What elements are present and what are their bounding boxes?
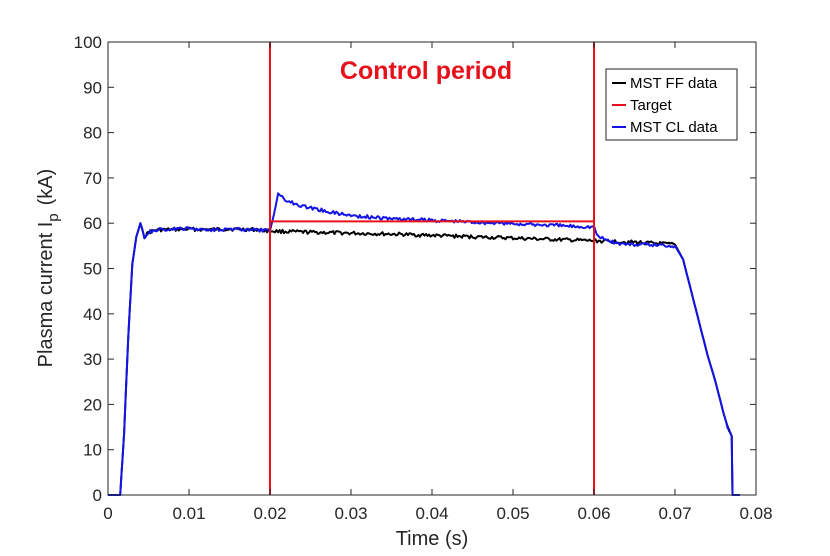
y-axis-label-subscript: p <box>45 213 62 221</box>
y-tick-label: 50 <box>83 260 102 279</box>
y-tick-label: 20 <box>83 395 102 414</box>
y-tick-label: 100 <box>74 33 102 52</box>
x-tick-label: 0.02 <box>253 504 286 523</box>
series-line-3 <box>108 192 740 496</box>
x-tick-label: 0.06 <box>577 504 610 523</box>
y-tick-label: 30 <box>83 350 102 369</box>
y-axis-label-unit: (kA) <box>35 169 57 206</box>
control-period-lines <box>269 42 595 495</box>
legend-label: MST FF data <box>630 75 718 92</box>
x-tick-label: 0.07 <box>658 504 691 523</box>
x-tick-label: 0.03 <box>334 504 367 523</box>
y-tick-label: 0 <box>93 486 102 505</box>
x-tick-label: 0.08 <box>739 504 772 523</box>
x-tick-label: 0.01 <box>172 504 205 523</box>
control-period-annotation: Control period <box>340 57 512 85</box>
legend-box <box>605 68 738 141</box>
legend-label: Target <box>630 97 673 114</box>
x-tick-label: 0.04 <box>415 504 448 523</box>
y-tick-label: 40 <box>83 305 102 324</box>
y-tick-label: 70 <box>83 169 102 188</box>
series-layer <box>108 192 740 496</box>
y-axis-label: Plasma current Ip (kA) <box>35 169 62 368</box>
y-tick-label: 90 <box>83 78 102 97</box>
ticks: 0 0.01 0.02 0.03 0.04 0.05 0.06 0.07 0.08 0 10 20 30… <box>74 33 773 523</box>
series-line-1 <box>108 222 740 496</box>
x-tick-label: 0.05 <box>496 504 529 523</box>
x-axis-label: Time (s) <box>396 528 469 550</box>
y-tick-label: 10 <box>83 441 102 460</box>
annotations: Control period <box>340 57 512 85</box>
legend-label: MST CL data <box>630 119 718 136</box>
y-tick-label: 80 <box>83 124 102 143</box>
y-tick-label: 60 <box>83 214 102 233</box>
legend-items: MST FF data Target MST CL data <box>612 75 718 136</box>
x-tick-label: 0 <box>103 504 112 523</box>
legend: MST FF data Target MST CL data <box>605 68 738 141</box>
y-axis-label-main: Plasma current I <box>35 222 57 368</box>
